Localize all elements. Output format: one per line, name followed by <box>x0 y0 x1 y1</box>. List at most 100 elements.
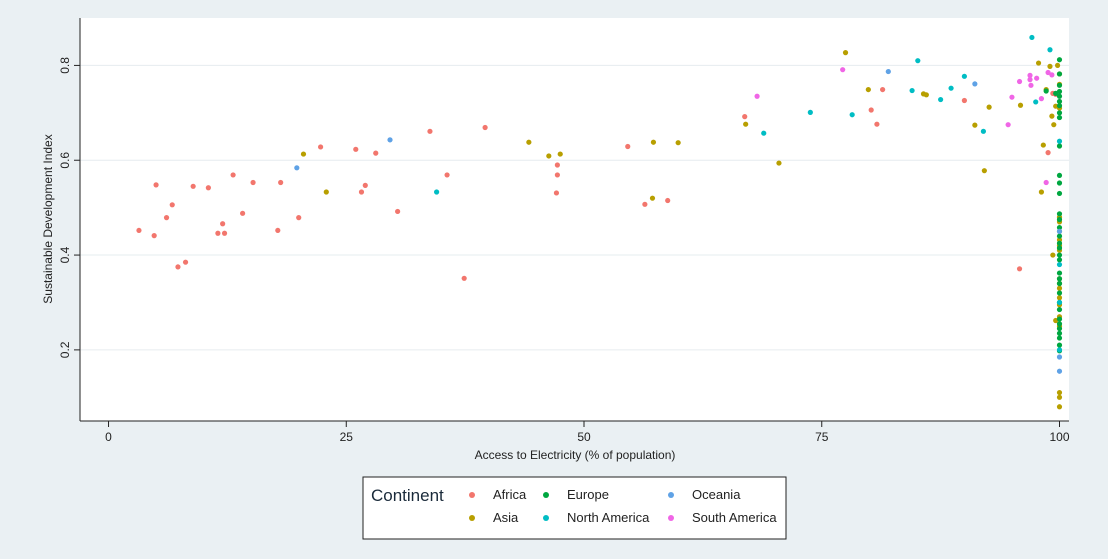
point-asia <box>649 195 656 201</box>
point-north-america <box>915 58 921 64</box>
point-europe <box>1056 71 1063 77</box>
point-europe <box>1056 290 1063 296</box>
point-africa <box>553 190 560 196</box>
point-europe <box>1056 321 1063 327</box>
point-africa <box>1016 266 1023 272</box>
point-europe <box>1056 211 1063 217</box>
point-north-america <box>961 73 967 79</box>
point-africa <box>373 150 379 156</box>
point-asia <box>1050 252 1056 258</box>
x-ticks: 0 25 50 75 100 <box>105 421 1070 444</box>
point-oceania <box>1056 228 1063 234</box>
point-asia <box>1035 60 1042 66</box>
y-ticks: 0.2 0.4 0.6 0.8 <box>58 57 80 358</box>
point-africa <box>461 275 467 281</box>
legend-label-africa: Africa <box>493 487 527 502</box>
point-europe <box>1056 252 1063 258</box>
point-africa <box>880 86 886 93</box>
point-north-america <box>980 128 987 134</box>
point-africa <box>868 107 874 113</box>
point-asia <box>842 50 849 56</box>
legend-marker-europe <box>543 492 549 498</box>
point-europe <box>1056 180 1063 186</box>
point-europe <box>1056 276 1063 282</box>
point-europe <box>1056 233 1063 239</box>
point-north-america <box>1056 261 1063 268</box>
point-north-america <box>1056 347 1063 353</box>
plot-area <box>80 18 1069 421</box>
point-south-america <box>1009 94 1015 100</box>
point-south-america <box>1027 77 1033 83</box>
point-asia <box>1038 189 1045 195</box>
point-europe <box>1056 143 1063 149</box>
point-europe <box>1056 270 1063 276</box>
point-europe <box>1056 257 1063 263</box>
point-africa <box>742 114 748 120</box>
point-europe <box>1056 190 1063 197</box>
point-africa <box>362 182 368 188</box>
point-asia <box>526 139 532 145</box>
point-asia <box>546 153 552 159</box>
point-asia <box>1056 389 1063 396</box>
legend-label-europe: Europe <box>567 487 609 502</box>
point-africa <box>554 162 560 168</box>
point-north-america <box>938 96 944 103</box>
point-africa <box>175 264 181 270</box>
point-asia <box>1017 102 1024 108</box>
point-south-america <box>754 93 760 99</box>
point-asia <box>650 139 657 145</box>
point-asia <box>986 104 992 110</box>
point-asia <box>981 168 987 174</box>
point-asia <box>743 121 749 127</box>
point-africa <box>190 183 196 189</box>
x-axis-title: Access to Electricity (% of population) <box>475 448 676 462</box>
point-asia <box>1047 63 1053 69</box>
point-south-america <box>1016 78 1023 85</box>
point-asia <box>972 122 978 128</box>
point-europe <box>1056 316 1063 322</box>
y-tick-label: 0.6 <box>58 152 72 169</box>
x-tick-label: 75 <box>815 430 829 444</box>
point-africa <box>296 215 302 221</box>
point-africa <box>153 182 159 188</box>
point-south-america <box>1038 96 1045 102</box>
y-tick-label: 0.4 <box>58 246 72 263</box>
point-north-america <box>434 189 440 195</box>
point-asia <box>323 189 329 195</box>
point-europe <box>1056 172 1063 179</box>
axes <box>79 18 1069 422</box>
point-africa <box>136 227 142 234</box>
point-europe <box>1056 114 1063 121</box>
point-asia <box>557 151 563 157</box>
point-africa <box>1045 150 1051 156</box>
point-north-america <box>1056 138 1063 144</box>
point-europe <box>1056 216 1063 223</box>
point-africa <box>169 202 175 208</box>
point-europe <box>1043 88 1049 94</box>
point-africa <box>358 189 365 195</box>
point-asia <box>776 160 782 166</box>
y-tick-label: 0.8 <box>58 57 72 74</box>
point-north-america <box>909 87 915 94</box>
legend-items: Africa Europe Oceania Asia North America Sout… <box>469 487 777 525</box>
point-asia <box>1049 113 1055 119</box>
y-axis-title: Sustainable Development Index <box>41 134 55 303</box>
x-tick-label: 100 <box>1049 430 1069 444</box>
point-europe <box>1056 103 1063 109</box>
point-africa <box>554 172 560 178</box>
point-north-america <box>761 130 767 136</box>
point-europe <box>1056 93 1063 99</box>
point-asia <box>1056 394 1063 400</box>
point-north-america <box>1033 99 1039 105</box>
legend-marker-north-america <box>543 515 549 521</box>
y-tick-label: 0.2 <box>58 341 72 358</box>
point-africa <box>240 210 246 216</box>
point-europe <box>1056 98 1063 105</box>
legend-marker-oceania <box>668 492 674 498</box>
legend-label-asia: Asia <box>493 510 519 525</box>
point-south-america <box>1028 82 1034 88</box>
point-asia <box>1056 295 1063 301</box>
legend-label-oceania: Oceania <box>692 487 741 502</box>
point-africa <box>874 121 880 127</box>
point-oceania <box>885 68 891 75</box>
